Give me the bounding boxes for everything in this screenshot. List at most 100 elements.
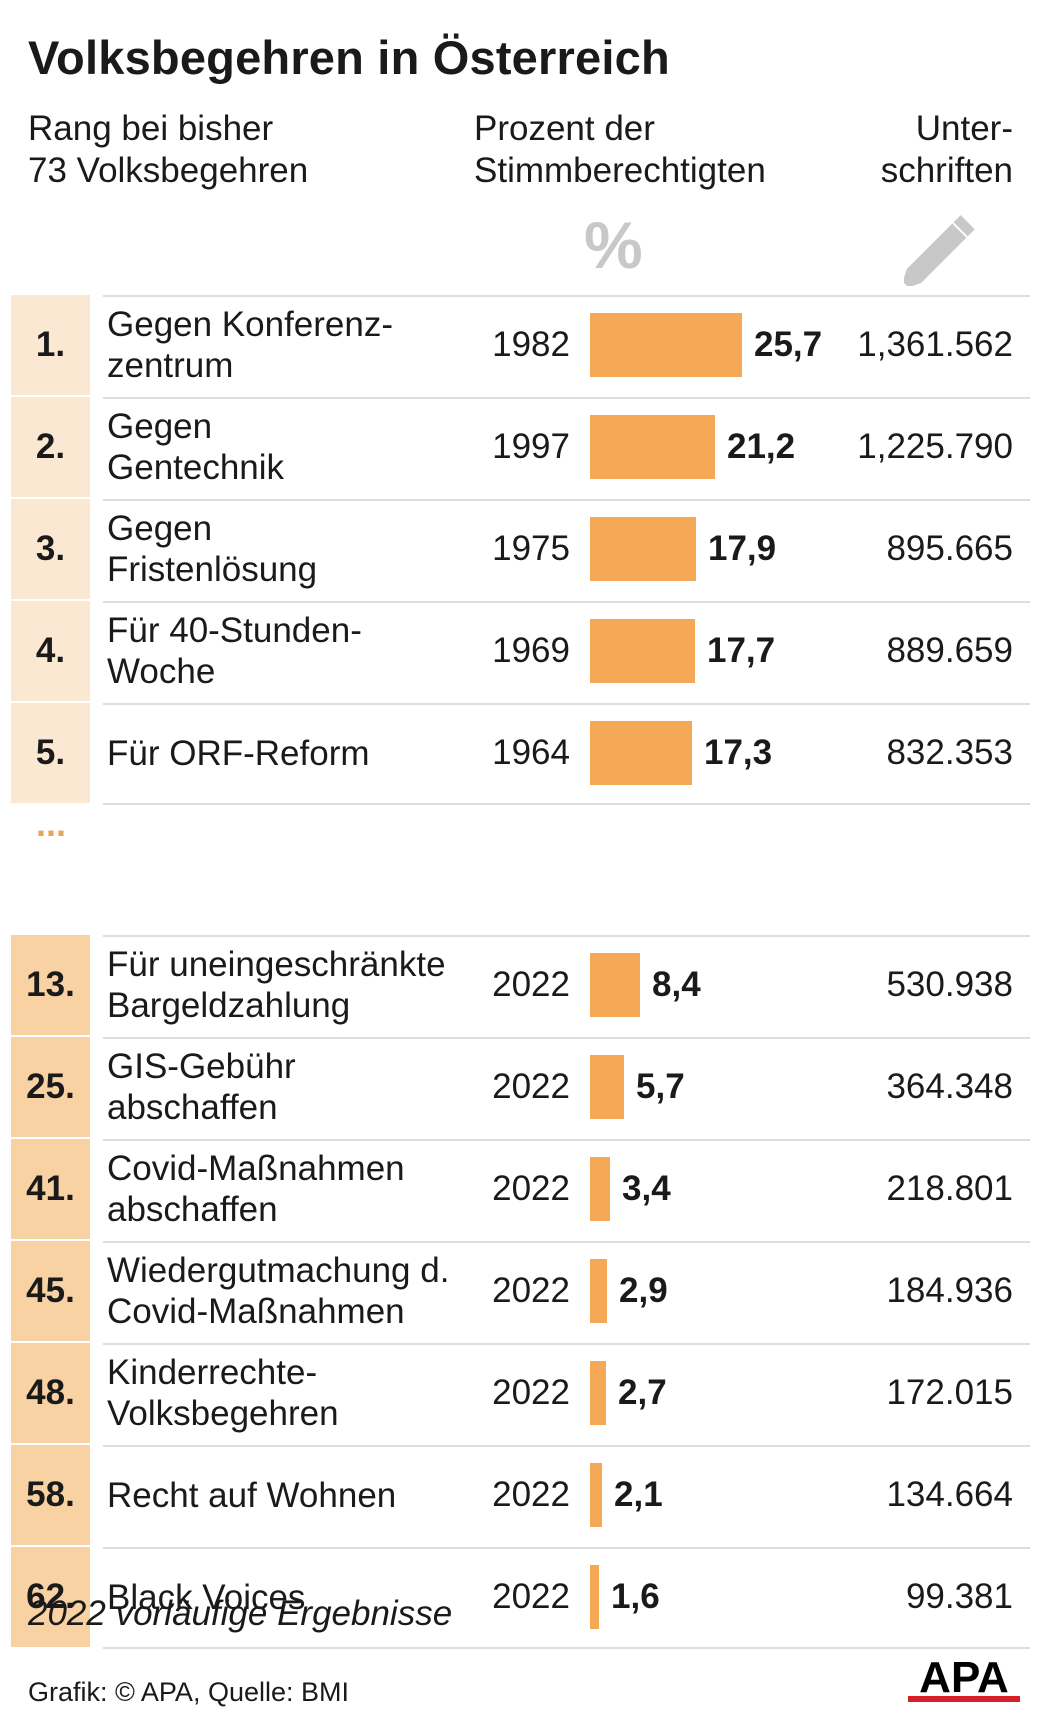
rank-label: 41. <box>11 1139 90 1239</box>
row-divider <box>103 1139 1030 1141</box>
value-label: 1,6 <box>611 1577 660 1616</box>
signatures-label: 99.381 <box>905 1577 1013 1616</box>
initiative-name: Für ORF-Reform <box>107 733 370 773</box>
percent-bar <box>590 721 692 785</box>
initiative-name: Recht auf Wohnen <box>107 1475 397 1515</box>
year-label: 1964 <box>492 733 570 772</box>
signatures-column-header: Unter- schriften <box>880 109 1013 190</box>
page-title: Volksbegehren in Österreich <box>28 31 670 84</box>
value-label: 17,7 <box>707 631 776 670</box>
row-divider <box>103 1037 1030 1039</box>
year-label: 1997 <box>492 427 570 466</box>
signatures-label: 889.659 <box>886 631 1013 670</box>
year-label: 1969 <box>492 631 570 670</box>
initiative-name: GIS-Gebühr abschaffen <box>107 1047 296 1127</box>
signatures-label: 895.665 <box>886 529 1013 568</box>
row-divider <box>103 499 1030 501</box>
initiative-name: Wiedergutmachung d. Covid-Maßnahmen <box>107 1251 450 1331</box>
table-row: 1. Gegen Konferenz- zentrum 1982 25,7 1,361.… <box>0 295 1041 395</box>
table-row: 45. Wiedergutmachung d. Covid-Maßnahmen 20… <box>0 1241 1041 1341</box>
row-divider <box>103 1343 1030 1345</box>
year-label: 1975 <box>492 529 570 568</box>
signatures-label: 172.015 <box>886 1373 1013 1412</box>
value-label: 17,3 <box>704 733 773 772</box>
initiative-name: Für uneingeschränkte Bargeldzahlung <box>107 945 446 1025</box>
year-label: 1982 <box>492 325 570 364</box>
table-row: 2. Gegen Gentechnik 1997 21,2 1,225.790 <box>0 397 1041 497</box>
table-row: 62. Black Voices 2022 1,6 99.381 <box>0 1547 1041 1647</box>
row-divider <box>103 295 1030 297</box>
row-divider <box>103 1547 1030 1549</box>
value-label: 2,9 <box>619 1271 668 1310</box>
percent-bar <box>590 313 742 377</box>
signatures-label: 1,225.790 <box>857 427 1013 466</box>
table-row: 13. Für uneingeschränkte Bargeldzahlung 20… <box>0 935 1041 1035</box>
signatures-label: 184.936 <box>886 1271 1013 1310</box>
signatures-label: 832.353 <box>886 733 1013 772</box>
initiative-name: Gegen Konferenz- zentrum <box>107 305 394 385</box>
initiative-name: Kinderrechte- Volksbegehren <box>107 1353 339 1433</box>
percent-bar <box>590 517 696 581</box>
row-divider <box>103 935 1030 937</box>
block-bottom-divider <box>103 803 1030 805</box>
signatures-label: 218.801 <box>886 1169 1013 1208</box>
percent-icon: % <box>584 208 643 282</box>
signatures-label: 364.348 <box>886 1067 1013 1106</box>
percent-bar <box>590 1361 606 1425</box>
ellipsis-gap: ... <box>36 803 67 844</box>
year-label: 2022 <box>492 1475 570 1514</box>
year-label: 2022 <box>492 965 570 1004</box>
value-label: 8,4 <box>652 965 701 1004</box>
initiative-name: Black Voices <box>107 1577 306 1617</box>
table-row: 25. GIS-Gebühr abschaffen 2022 5,7 364.348 <box>0 1037 1041 1137</box>
year-label: 2022 <box>492 1577 570 1616</box>
percent-bar <box>590 415 715 479</box>
signatures-label: 134.664 <box>886 1475 1013 1514</box>
value-label: 17,9 <box>708 529 777 568</box>
initiative-name: Für 40-Stunden- Woche <box>107 611 362 691</box>
rank-label: 25. <box>11 1037 90 1137</box>
block-bottom-divider <box>103 1647 1030 1649</box>
rank-label: 4. <box>11 601 90 701</box>
rank-label: 5. <box>11 703 90 803</box>
value-label: 25,7 <box>754 325 823 364</box>
percent-bar <box>590 1463 602 1527</box>
source-credit: Grafik: © APA, Quelle: BMI <box>28 1677 349 1707</box>
percent-bar <box>590 1565 599 1629</box>
value-label: 21,2 <box>727 427 796 466</box>
value-label: 3,4 <box>622 1169 671 1208</box>
row-divider <box>103 703 1030 705</box>
percent-bar <box>590 1157 610 1221</box>
rank-label: 3. <box>11 499 90 599</box>
percent-column-header: Prozent der Stimmberechtigten <box>474 109 766 190</box>
value-label: 2,7 <box>618 1373 667 1412</box>
value-label: 2,1 <box>614 1475 663 1514</box>
year-label: 2022 <box>492 1067 570 1106</box>
table-row: 5. Für ORF-Reform 1964 17,3 832.353 <box>0 703 1041 803</box>
table-row: 48. Kinderrechte- Volksbegehren 2022 2,7 172… <box>0 1343 1041 1443</box>
row-divider <box>103 601 1030 603</box>
apa-logo: APA <box>908 1653 1020 1702</box>
percent-bar <box>590 1259 607 1323</box>
initiative-name: Covid-Maßnahmen abschaffen <box>107 1149 405 1229</box>
percent-bar <box>590 953 640 1017</box>
signatures-label: 1,361.562 <box>857 325 1013 364</box>
year-label: 2022 <box>492 1169 570 1208</box>
rank-label: 62. <box>11 1547 90 1647</box>
rank-label: 48. <box>11 1343 90 1443</box>
rank-label: 45. <box>11 1241 90 1341</box>
footnote: 2022 vorläufige Ergebnisse <box>28 1594 453 1633</box>
row-divider <box>103 1241 1030 1243</box>
rank-label: 58. <box>11 1445 90 1545</box>
row-divider <box>103 1445 1030 1447</box>
rank-column-header: Rang bei bisher 73 Volksbegehren <box>28 109 309 190</box>
value-label: 5,7 <box>636 1067 685 1106</box>
year-label: 2022 <box>492 1373 570 1412</box>
pencil-icon <box>904 215 975 286</box>
table-row: 4. Für 40-Stunden- Woche 1969 17,7 889.659 <box>0 601 1041 701</box>
row-divider <box>103 397 1030 399</box>
table-row: 41. Covid-Maßnahmen abschaffen 2022 3,4 218.… <box>0 1139 1041 1239</box>
table-row: 58. Recht auf Wohnen 2022 2,1 134.664 <box>0 1445 1041 1545</box>
initiative-name: Gegen Gentechnik <box>107 407 285 487</box>
initiative-name: Gegen Fristenlösung <box>107 509 318 589</box>
